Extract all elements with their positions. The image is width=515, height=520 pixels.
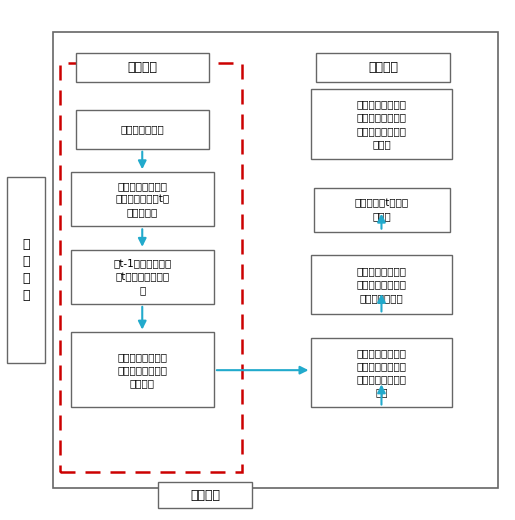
Text: 根据输出层值和目
标值的误差调整输
出层和隐含层连接
权值: 根据输出层值和目 标值的误差调整输 出层和隐含层连接 权值: [357, 348, 407, 397]
Text: 前向网络: 前向网络: [127, 61, 157, 74]
Text: 提取样本的特征: 提取样本的特征: [121, 124, 164, 134]
Text: 调整隐含层t时刻的
输入值: 调整隐含层t时刻的 输入值: [355, 198, 409, 221]
Text: 根据隐含层到输出
层的连接权重计算
输出层值: 根据隐含层到输出 层的连接权重计算 输出层值: [117, 352, 167, 388]
Bar: [71, 332, 214, 407]
Bar: [311, 337, 452, 407]
Bar: [311, 255, 452, 314]
Text: 预测阶段: 预测阶段: [190, 489, 220, 502]
Bar: [76, 110, 209, 149]
Bar: [7, 177, 45, 363]
Text: 将t-1时刻隐含层值
与t时刻隐含层值合
并: 将t-1时刻隐含层值 与t时刻隐含层值合 并: [113, 258, 171, 295]
Text: 根据输入层和隐含
层连接权重计算t时
刻隐含层值: 根据输入层和隐含 层连接权重计算t时 刻隐含层值: [115, 181, 169, 217]
Bar: [311, 89, 452, 159]
Bar: [71, 172, 214, 226]
Text: 训
练
阶
段: 训 练 阶 段: [22, 238, 29, 302]
Bar: [314, 188, 450, 231]
Bar: [76, 53, 209, 82]
Text: 后向网络: 后向网络: [368, 61, 398, 74]
Bar: [71, 250, 214, 304]
Bar: [158, 483, 252, 508]
Bar: [316, 53, 450, 82]
Text: 根据隐含层值调整
的值调整隐含层到
隐含层连接权值: 根据隐含层值调整 的值调整隐含层到 隐含层连接权值: [357, 266, 407, 303]
Text: 根据隐含层调整值
和输入层值调整隐
含层和输入层的连
接权值: 根据隐含层调整值 和输入层值调整隐 含层和输入层的连 接权值: [357, 99, 407, 149]
Bar: [60, 63, 242, 472]
Bar: [53, 32, 498, 488]
